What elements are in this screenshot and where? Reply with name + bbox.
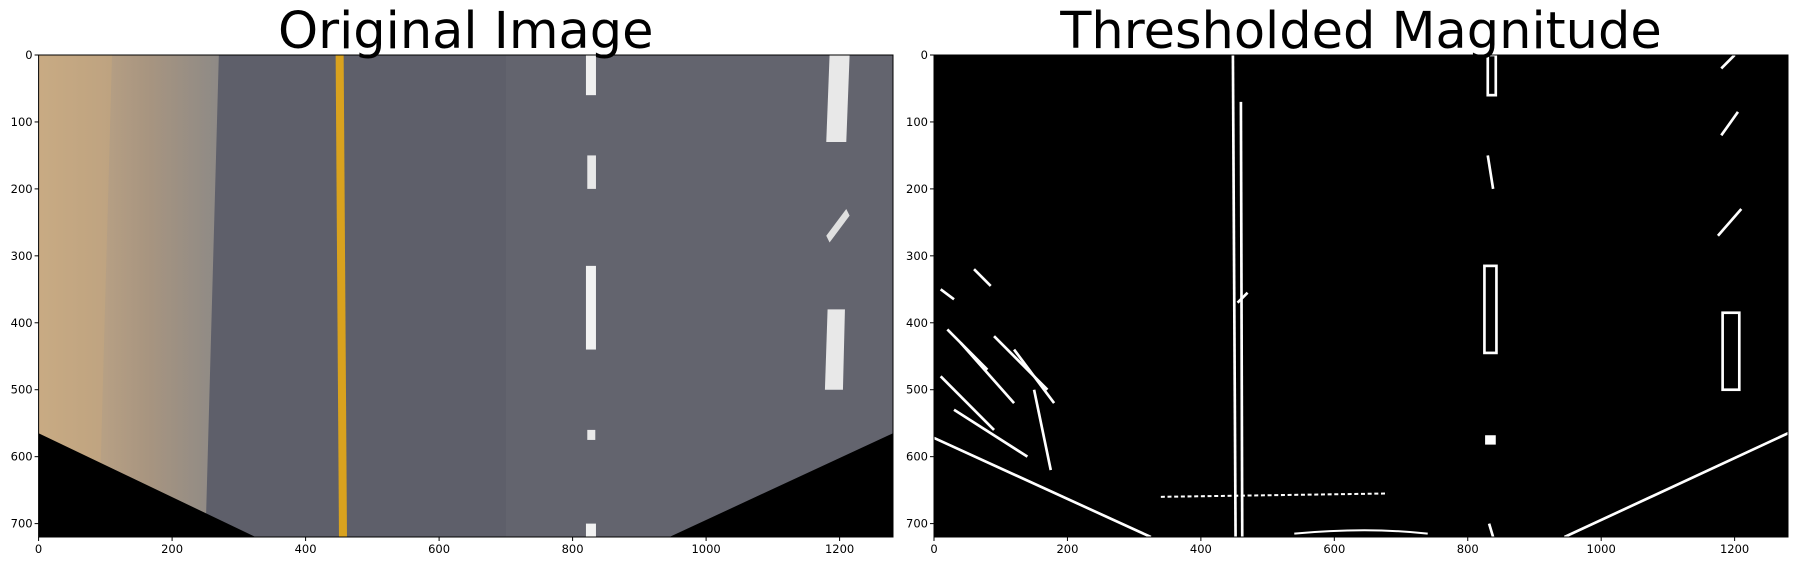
y-tick-label: 0	[921, 48, 928, 62]
x-tick-label: 1200	[1720, 542, 1749, 556]
panel-title: Thresholded Magnitude	[1059, 2, 1662, 61]
x-tick-label: 1000	[1587, 542, 1616, 556]
y-tick-label: 100	[906, 115, 928, 129]
y-tick-label: 600	[11, 450, 33, 464]
y-tick-label: 300	[11, 249, 33, 263]
x-tick-label: 600	[428, 542, 450, 556]
x-tick-label: 1200	[825, 542, 854, 556]
y-tick-label: 500	[11, 383, 33, 397]
threshold-image	[934, 55, 1789, 538]
x-tick-label: 200	[1056, 542, 1078, 556]
y-tick-label: 400	[906, 316, 928, 330]
axes-frame	[933, 54, 1789, 538]
y-tick-label: 0	[25, 48, 32, 62]
x-tick-label: 200	[161, 542, 183, 556]
axes-frame	[38, 54, 894, 538]
y-tick-label: 400	[11, 316, 33, 330]
x-tick-label: 800	[562, 542, 584, 556]
x-tick-label: 600	[1323, 542, 1345, 556]
x-tick-label: 400	[295, 542, 317, 556]
x-tick-label: 400	[1190, 542, 1212, 556]
x-tick-label: 0	[930, 542, 937, 556]
x-tick-label: 0	[35, 542, 42, 556]
y-tick-label: 700	[906, 517, 928, 531]
x-tick-label: 1000	[691, 542, 720, 556]
y-tick-label: 200	[11, 182, 33, 196]
panel-title: Original Image	[278, 2, 654, 61]
x-tick-label: 800	[1457, 542, 1479, 556]
y-tick-label: 100	[11, 115, 33, 129]
road-image	[38, 55, 894, 538]
y-tick-label: 600	[906, 450, 928, 464]
y-tick-label: 700	[11, 517, 33, 531]
y-tick-label: 300	[906, 249, 928, 263]
y-tick-label: 200	[906, 182, 928, 196]
y-tick-label: 500	[906, 383, 928, 397]
